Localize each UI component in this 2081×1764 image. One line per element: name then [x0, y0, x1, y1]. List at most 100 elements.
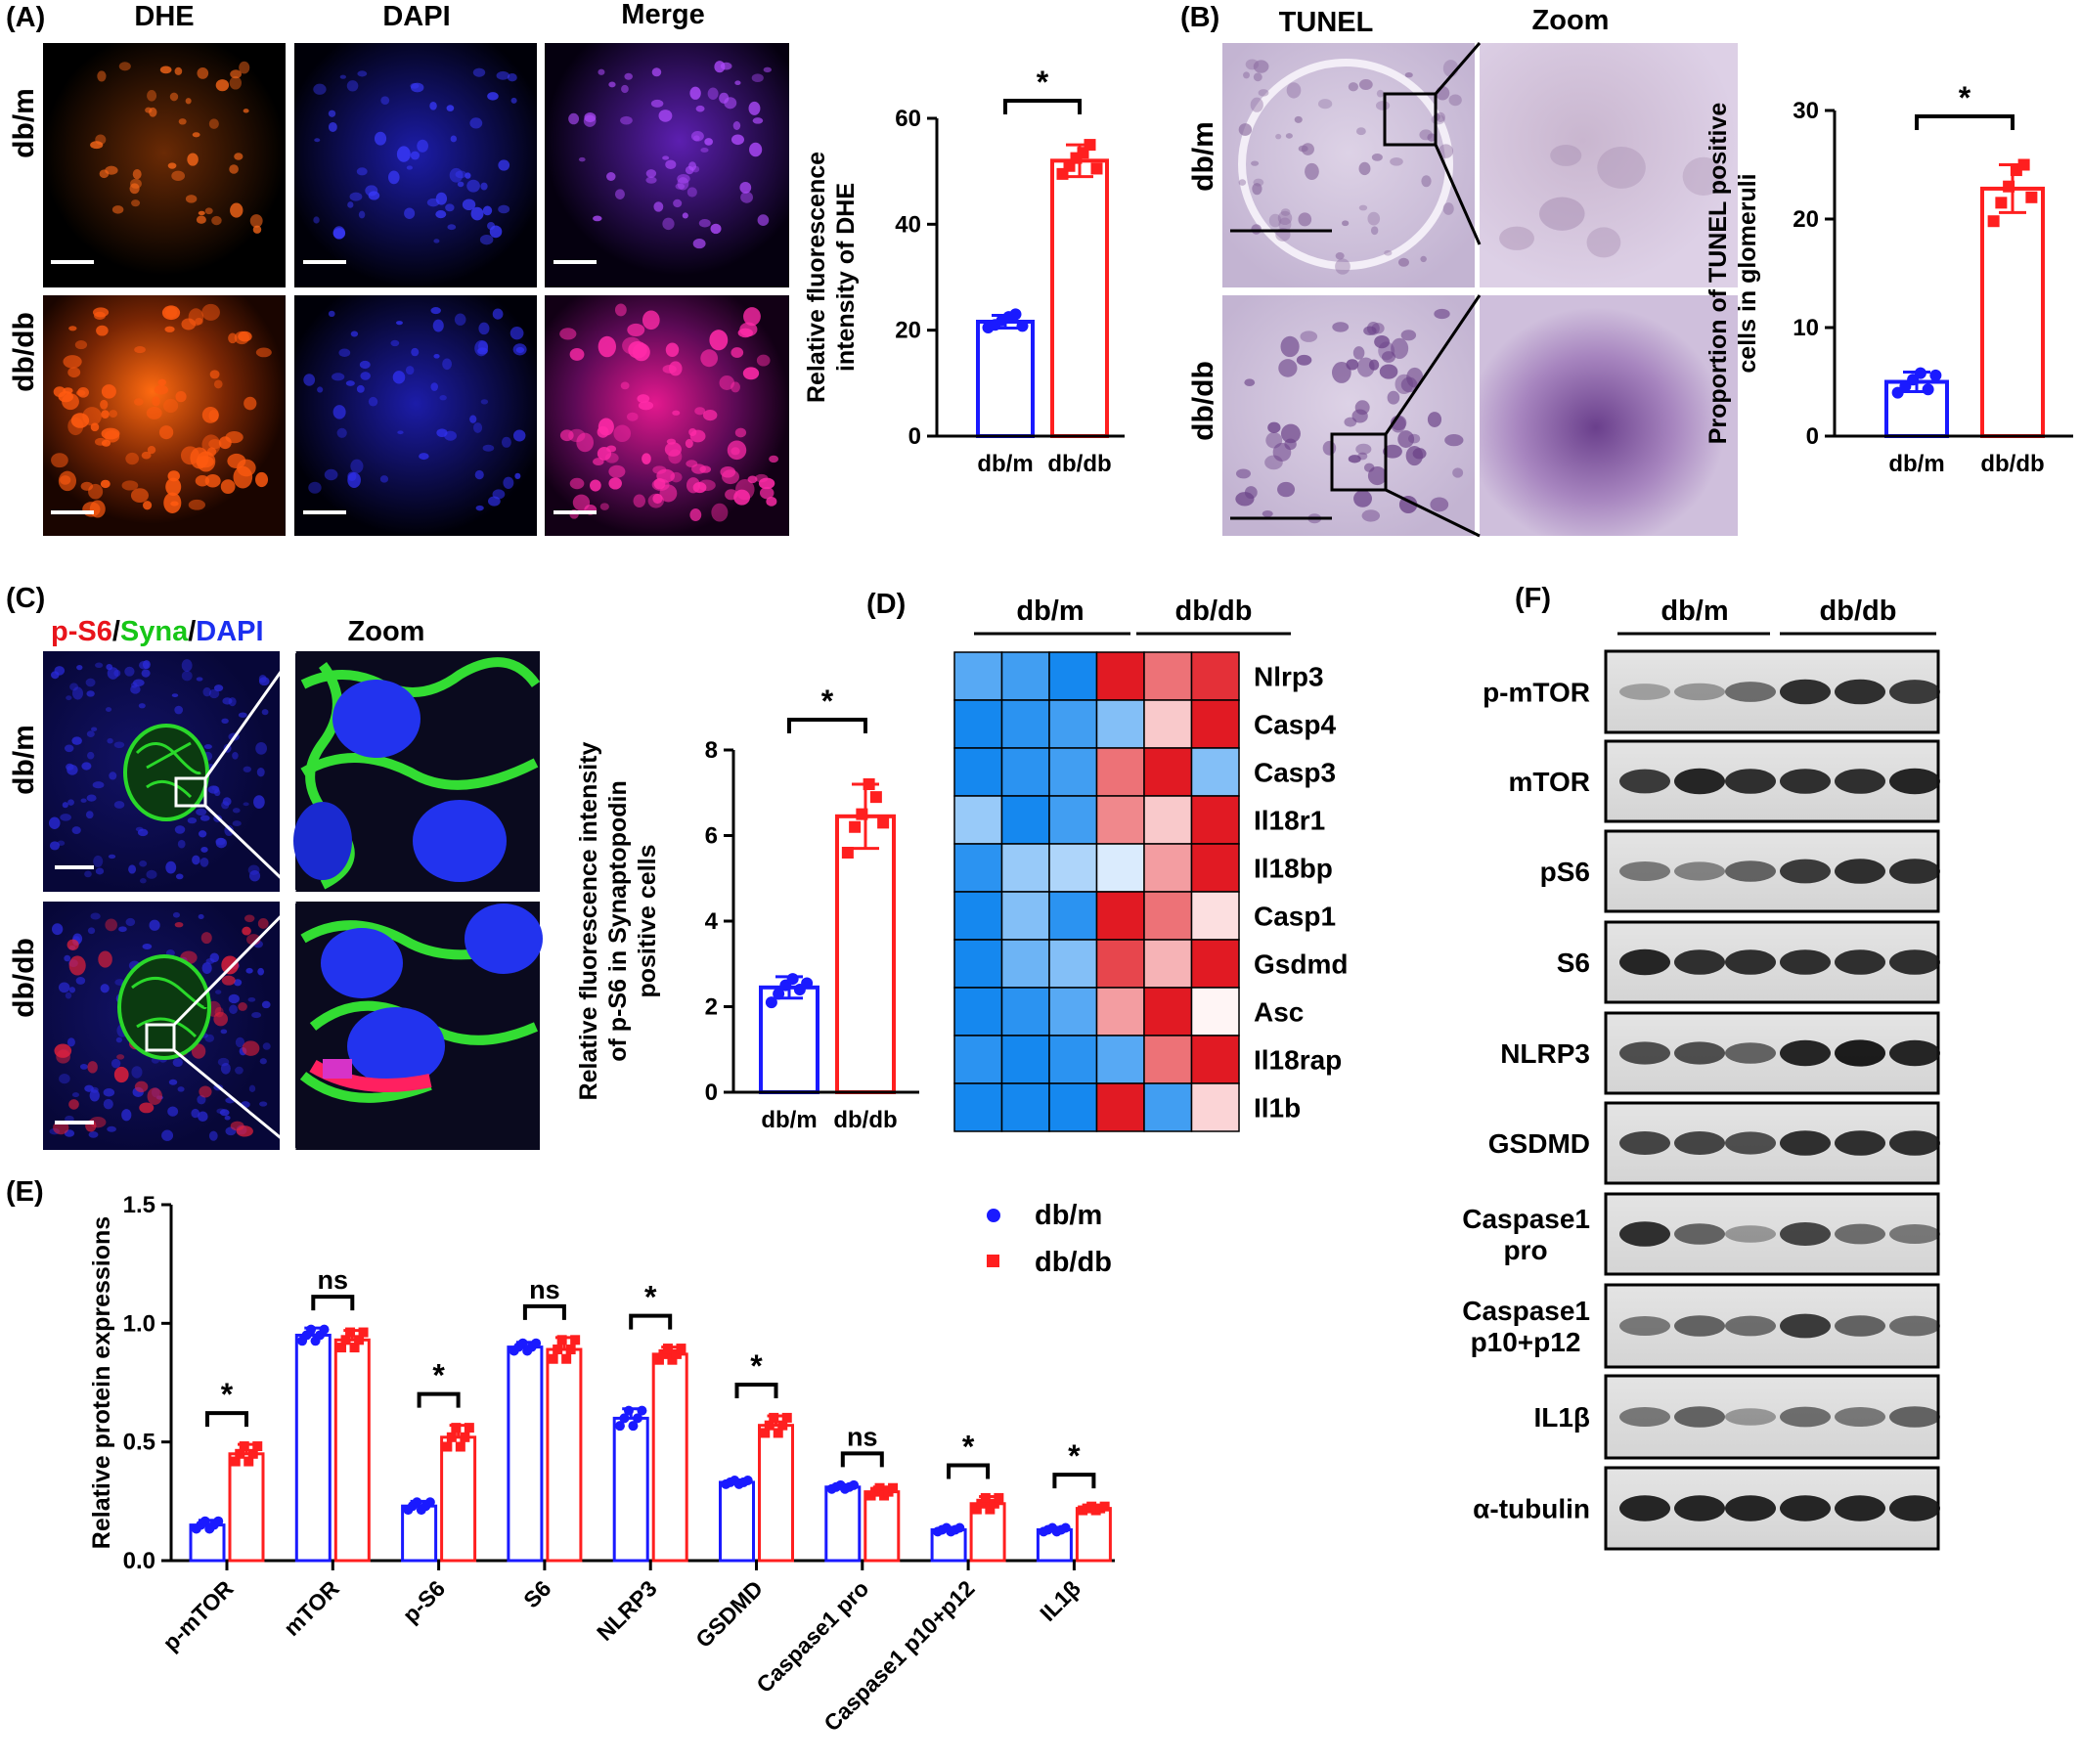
cell-mark: [1280, 335, 1300, 358]
cell-mark: [433, 353, 440, 359]
data-point: [773, 988, 785, 1000]
cell-mark: [1361, 509, 1381, 522]
cell-mark: [599, 503, 609, 510]
cell-mark: [172, 1058, 183, 1067]
blot-band: [1725, 682, 1776, 702]
data-point: [2003, 180, 2015, 193]
cell-mark: [1391, 337, 1409, 360]
heatmap-cell: [953, 1035, 1003, 1084]
cell-mark: [171, 693, 179, 698]
cell-mark: [125, 452, 140, 465]
cell-mark: [645, 176, 657, 184]
cell-mark: [249, 214, 263, 228]
blot-label-line: pro: [1503, 1235, 1547, 1265]
blot-band: [1780, 1495, 1831, 1521]
blot-band: [1889, 949, 1940, 975]
cell-mark: [211, 215, 222, 226]
cell-mark: [742, 367, 760, 380]
cell-mark: [759, 486, 775, 500]
cell-mark: [216, 1108, 226, 1115]
cell-mark: [675, 183, 686, 190]
cell-mark: [665, 159, 677, 169]
cell-mark: [1238, 179, 1247, 186]
cell-mark: [1586, 227, 1621, 258]
heatmap-cell: [1000, 747, 1050, 797]
cell-mark: [230, 202, 244, 218]
cell-mark: [332, 405, 346, 419]
data-point: [994, 1492, 1004, 1503]
cell-mark: [175, 391, 187, 403]
cell-mark: [1275, 133, 1282, 140]
cell-mark: [97, 70, 107, 82]
data-point: [517, 1338, 528, 1348]
cell-mark: [1358, 79, 1373, 91]
cell-mark: [101, 439, 111, 447]
significance-marker: *: [644, 1280, 657, 1315]
cell-mark: [125, 917, 136, 927]
cell-mark: [225, 431, 244, 444]
y-tick-label: 0: [705, 1080, 718, 1106]
cell-mark: [1243, 71, 1250, 79]
data-point: [777, 1420, 788, 1431]
cell-mark: [454, 313, 466, 326]
cell-mark: [482, 444, 495, 452]
bar: [440, 1435, 477, 1563]
zoom-lines-b: [1384, 42, 1482, 538]
data-point: [628, 1421, 639, 1432]
blot-label: NLRP3: [1500, 1038, 1590, 1069]
cell-mark: [338, 348, 351, 357]
blot-band: [1619, 1316, 1670, 1336]
cell-mark: [1342, 220, 1350, 227]
cell-mark: [1356, 357, 1375, 377]
cell-mark: [447, 224, 457, 231]
cell-mark: [328, 121, 337, 132]
cell-mark: [108, 854, 116, 860]
cell-mark: [201, 303, 220, 321]
cell-mark: [85, 678, 96, 687]
significance-bracket: [947, 1463, 991, 1479]
data-point: [980, 1492, 991, 1503]
y-tick-label: 0.5: [123, 1430, 155, 1456]
blot-label: pS6: [1540, 857, 1590, 887]
bar: [333, 1338, 371, 1563]
heatmap-cell: [1095, 795, 1145, 845]
cell-mark: [101, 410, 110, 419]
blot-label: Caspase1 pro: [1462, 1204, 1590, 1265]
cell-mark: [172, 911, 181, 918]
blot-band: [1780, 1130, 1831, 1156]
cell-mark: [406, 165, 413, 170]
cell-mark: [356, 384, 365, 393]
cell-mark: [208, 409, 219, 422]
data-point: [856, 808, 868, 820]
cell-mark: [677, 177, 689, 191]
data-point: [451, 1423, 462, 1433]
zoom-header-c: Zoom: [348, 616, 425, 647]
y-tick-label: 1.0: [123, 1310, 155, 1337]
cell-mark: [87, 751, 95, 760]
cell-mark: [130, 178, 142, 189]
cell-mark: [1267, 421, 1281, 433]
cell-mark: [66, 1037, 75, 1047]
cell-mark: [87, 1061, 98, 1074]
data-point: [556, 1335, 567, 1345]
cell-mark: [1278, 359, 1298, 377]
significance-bracket: [629, 1313, 673, 1330]
cell-mark: [219, 1109, 230, 1117]
data-point: [849, 1479, 860, 1490]
heatmap-cell: [1000, 987, 1050, 1036]
cell-mark: [1376, 89, 1385, 98]
blot-label: Caspase1 p10+p12: [1462, 1296, 1590, 1357]
cell-mark: [143, 501, 153, 510]
cell-mark: [360, 372, 371, 380]
cell-mark: [659, 484, 678, 503]
cell-mark: [138, 703, 146, 709]
cell-mark: [379, 475, 389, 483]
inflammasome-heatmap: Nlrp3 Casp4 Casp3 Il18r1 Il18bp Casp1 Gsdmd Asc…: [953, 651, 1348, 1132]
cell-mark: [487, 92, 499, 101]
cell-mark: [1286, 82, 1302, 99]
cell-mark: [107, 667, 119, 680]
data-point: [531, 1338, 542, 1348]
cell-mark: [67, 799, 74, 806]
cell-mark: [66, 939, 79, 950]
cell-mark: [201, 962, 212, 974]
